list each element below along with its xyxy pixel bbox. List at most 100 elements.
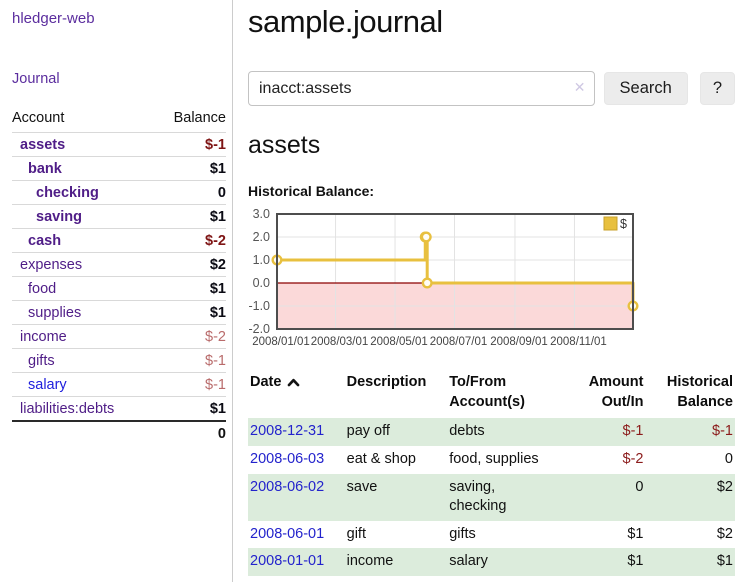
account-link[interactable]: assets xyxy=(20,137,66,153)
account-cell: salary xyxy=(12,372,154,397)
accounts-table: Account Balance assets $-1 bank $1 checking 0… xyxy=(12,107,226,445)
account-link[interactable]: supplies xyxy=(28,305,82,321)
account-balance: $1 xyxy=(153,300,226,325)
account-balance: $1 xyxy=(153,204,226,229)
svg-text:2008/11/01: 2008/11/01 xyxy=(550,336,607,348)
register-table: Date Description To/From Account(s) Amoun… xyxy=(248,371,735,577)
svg-text:2008/01/01: 2008/01/01 xyxy=(252,336,310,348)
accounts-table-body: assets $-1 bank $1 checking 0 saving $1 cash $-2 e… xyxy=(12,132,226,421)
account-cell: liabilities:debts xyxy=(12,396,154,421)
account-link[interactable]: income xyxy=(20,329,67,345)
account-heading: assets xyxy=(248,131,321,159)
register-row[interactable]: 2008-12-31 pay off debts $-1 $-1 xyxy=(248,418,735,446)
register-amount-cell: $-1 xyxy=(622,423,644,440)
search-row: ✕ Search ? xyxy=(248,71,735,106)
account-link[interactable]: expenses xyxy=(20,257,83,273)
accounts-total-value: 0 xyxy=(153,420,226,445)
account-cell: bank xyxy=(12,156,154,181)
account-link[interactable]: liabilities:debts xyxy=(20,401,115,417)
account-link[interactable]: salary xyxy=(28,377,67,393)
register-header-accounts: To/From Account(s) xyxy=(447,371,587,418)
register-date-cell: 2008-06-02 xyxy=(248,474,345,521)
account-link[interactable]: gifts xyxy=(28,353,55,369)
brand-link[interactable]: hledger-web xyxy=(12,10,95,27)
register-balance-cell: 0 xyxy=(724,450,733,467)
register-description-cell: gift xyxy=(346,525,366,542)
date-link[interactable]: 2008-12-31 xyxy=(250,423,325,440)
date-link[interactable]: 2008-06-03 xyxy=(250,450,325,467)
register-description-cell: income xyxy=(346,553,394,570)
svg-text:-1.0: -1.0 xyxy=(248,299,270,313)
sidebar-item-journal[interactable]: Journal xyxy=(12,71,60,87)
account-link[interactable]: saving xyxy=(36,209,82,225)
account-balance: $2 xyxy=(153,252,226,277)
register-accounts-cell: saving, checking xyxy=(449,478,507,514)
svg-text:0.0: 0.0 xyxy=(253,276,270,290)
account-balance: $-2 xyxy=(153,228,226,253)
svg-text:2008/07/01: 2008/07/01 xyxy=(430,336,488,348)
register-amount-cell: 0 xyxy=(635,478,644,495)
search-wrap: ✕ xyxy=(248,71,595,106)
svg-text:2008/05/01: 2008/05/01 xyxy=(370,336,428,348)
clear-search-icon[interactable]: ✕ xyxy=(573,79,586,95)
date-link[interactable]: 2008-01-01 xyxy=(250,553,325,570)
register-header-date[interactable]: Date xyxy=(248,371,345,418)
register-balance-cell: $2 xyxy=(716,478,733,495)
svg-text:2008/09/01: 2008/09/01 xyxy=(490,336,548,348)
date-link[interactable]: 2008-06-01 xyxy=(250,525,325,542)
register-accounts-cell: salary xyxy=(449,553,488,570)
register-header-date-label: Date xyxy=(250,374,282,390)
main-content: sample.journal ✕ Search ? assets Histori… xyxy=(248,0,735,577)
register-table-body: 2008-12-31 pay off debts $-1 $-1 2008-06-03 ea… xyxy=(248,418,735,577)
account-row: assets $-1 xyxy=(12,132,226,157)
account-link[interactable]: cash xyxy=(28,233,62,249)
register-description-cell: pay off xyxy=(346,423,390,440)
register-date-cell: 2008-12-31 xyxy=(248,418,345,446)
register-header-amount-line2: Out/In xyxy=(601,393,644,410)
register-header-amount: Amount Out/In xyxy=(587,371,646,418)
search-button[interactable]: Search xyxy=(603,72,688,105)
help-button[interactable]: ? xyxy=(699,72,735,105)
account-balance: $-2 xyxy=(153,324,226,349)
register-accounts-cell: food, supplies xyxy=(449,450,539,467)
register-header-balance-line1: Historical xyxy=(666,374,733,390)
register-date-cell: 2008-06-03 xyxy=(248,446,345,474)
account-balance: $1 xyxy=(153,276,226,301)
account-cell: gifts xyxy=(12,348,154,373)
sort-ascending-icon xyxy=(287,374,300,394)
search-input[interactable] xyxy=(248,71,595,106)
register-row[interactable]: 2008-06-03 eat & shop food, supplies $-2 0 xyxy=(248,446,735,474)
register-header-accounts-line2: Account(s) xyxy=(449,393,525,410)
register-row[interactable]: 2008-06-01 gift gifts $1 $2 xyxy=(248,521,735,549)
register-header-description: Description xyxy=(346,374,427,390)
account-row: checking 0 xyxy=(12,180,226,205)
register-date-cell: 2008-01-01 xyxy=(248,548,345,576)
account-cell: saving xyxy=(12,204,154,229)
register-accounts-cell: debts xyxy=(449,423,485,440)
page-title: sample.journal xyxy=(248,4,443,39)
account-link[interactable]: food xyxy=(28,281,57,297)
account-row: income $-2 xyxy=(12,324,226,349)
register-row[interactable]: 2008-01-01 income salary $1 $1 xyxy=(248,548,735,577)
register-amount-cell: $-2 xyxy=(622,450,644,467)
account-link[interactable]: bank xyxy=(28,161,62,177)
svg-text:1.0: 1.0 xyxy=(253,253,270,267)
accounts-total-spacer xyxy=(12,420,154,445)
account-cell: checking xyxy=(12,180,154,205)
account-row: salary $-1 xyxy=(12,372,226,397)
date-link[interactable]: 2008-06-02 xyxy=(250,478,325,495)
svg-text:3.0: 3.0 xyxy=(253,207,270,221)
account-cell: supplies xyxy=(12,300,154,325)
account-balance: 0 xyxy=(153,180,226,205)
register-description-cell: save xyxy=(346,478,378,495)
register-header-balance: Historical Balance xyxy=(645,371,735,418)
register-description-cell: eat & shop xyxy=(346,450,416,467)
account-balance: $-1 xyxy=(153,132,226,157)
account-row: food $1 xyxy=(12,276,226,301)
account-link[interactable]: checking xyxy=(36,185,99,201)
account-balance: $-1 xyxy=(153,348,226,373)
register-date-cell: 2008-06-01 xyxy=(248,521,345,549)
register-row[interactable]: 2008-06-02 save saving, checking 0 $2 xyxy=(248,473,735,521)
register-accounts-cell: gifts xyxy=(449,525,476,542)
